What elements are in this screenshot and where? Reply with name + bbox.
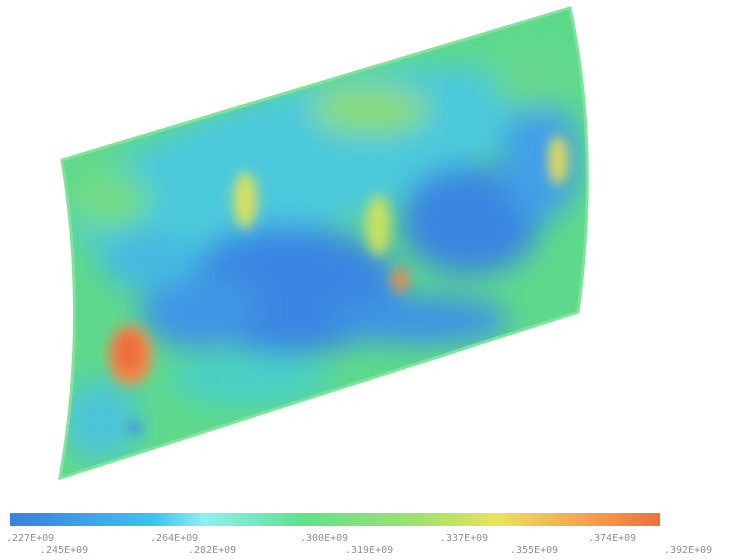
surface [40, 0, 620, 490]
colorbar-label: .319E+09 [345, 545, 393, 556]
colorbar-label: .282E+09 [188, 545, 236, 556]
colorbar-label: .300E+09 [300, 533, 348, 544]
colorbar-label: .245E+09 [40, 545, 88, 556]
colorbar-label: .227E+09 [6, 533, 54, 544]
contour-view: .227E+09.245E+09 .264E+09.282E+09 .300E+09… [0, 0, 729, 560]
colorbar-label: .374E+09 [588, 533, 636, 544]
page: .227E+09.245E+09 .264E+09.282E+09 .300E+09… [0, 0, 729, 560]
colorbar-label: .337E+09 [440, 533, 488, 544]
colorbar [10, 513, 660, 526]
colorbar-label: .355E+09 [510, 545, 558, 556]
colorbar-label: .264E+09 [150, 533, 198, 544]
colorbar-label: .392E+09 [664, 545, 712, 556]
